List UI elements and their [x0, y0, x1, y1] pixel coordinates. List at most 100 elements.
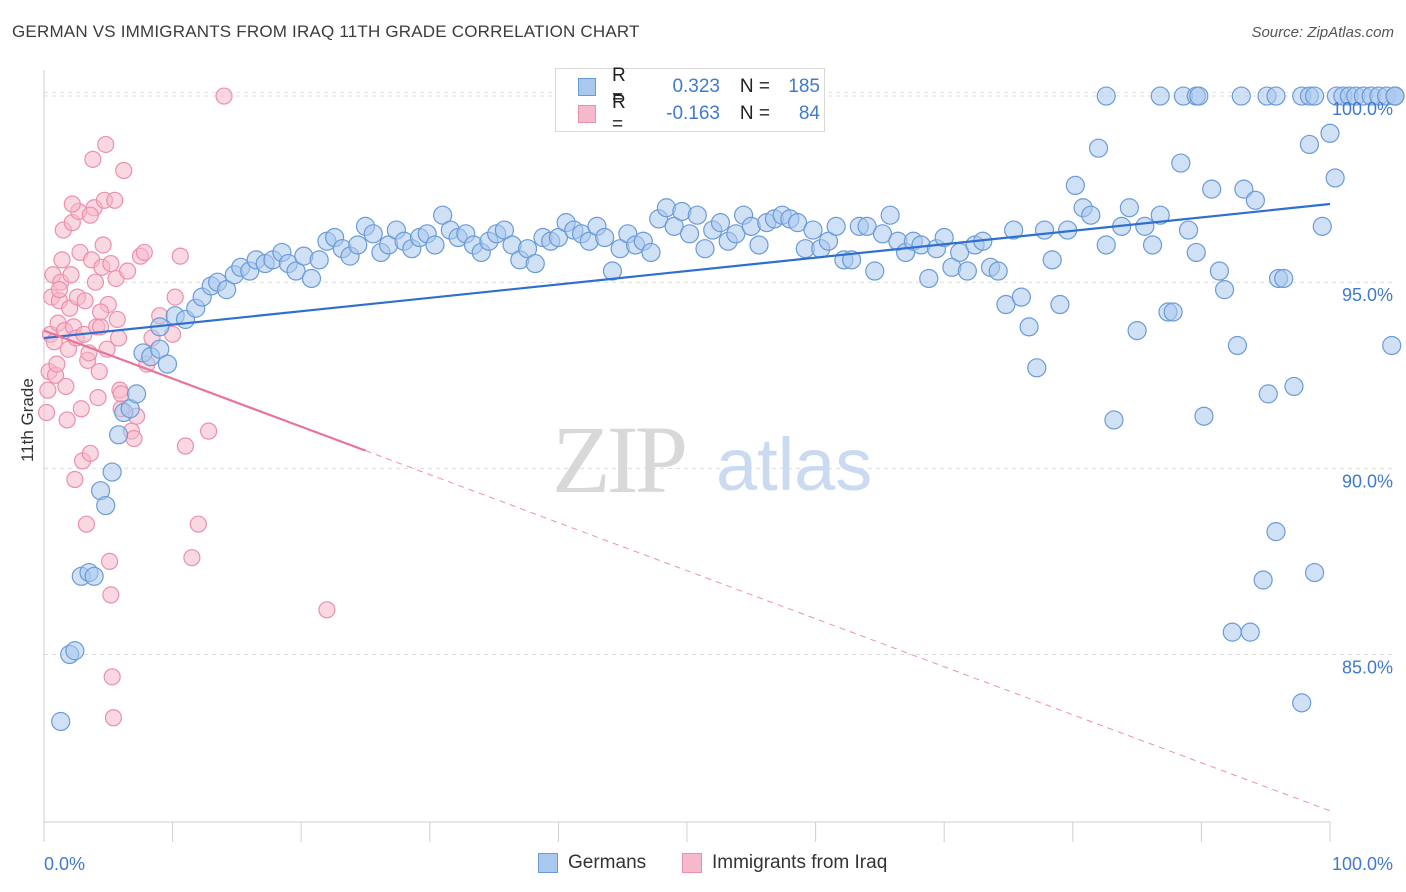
bottom-legend-label-germans: Germans	[568, 852, 647, 873]
germans-point	[1163, 302, 1183, 322]
iraq-point	[109, 329, 128, 347]
series-iraq-points	[37, 87, 336, 727]
germans-point	[157, 354, 178, 374]
germans-point	[1186, 242, 1206, 263]
germans-point	[1284, 376, 1304, 397]
iraq-point	[97, 135, 115, 154]
iraq-point	[90, 362, 108, 381]
iraq-point	[100, 552, 119, 571]
germans-point	[433, 205, 453, 225]
germans-point	[96, 495, 116, 516]
germans-point	[1096, 86, 1116, 106]
germans-point	[1004, 220, 1024, 240]
iraq-point	[66, 470, 84, 489]
germans-point	[803, 220, 823, 240]
iraq-point	[102, 586, 120, 604]
germans-point	[857, 216, 877, 236]
r-value-germans: 0.323	[672, 76, 720, 97]
germans-point	[1385, 86, 1405, 106]
germans-point	[102, 462, 122, 482]
iraq-point	[135, 243, 153, 262]
iraq-point	[125, 429, 143, 448]
grid-lines	[44, 91, 1395, 655]
axes	[43, 70, 1331, 842]
iraq-point	[183, 549, 201, 567]
germans-point	[1027, 358, 1047, 378]
iraq-trend-line	[43, 329, 366, 452]
germans-point	[641, 242, 661, 263]
germans-point	[1194, 406, 1214, 426]
n-label: N =	[739, 76, 770, 97]
iraq-point	[200, 422, 218, 440]
germans-point	[1104, 410, 1124, 430]
germans-point	[787, 213, 808, 233]
germans-point	[348, 235, 368, 255]
iraq-point	[108, 310, 126, 329]
n-value-germans: 185	[788, 76, 820, 97]
germans-point	[108, 425, 129, 445]
germans-point	[1245, 190, 1266, 210]
iraq-point	[94, 236, 112, 254]
r-value-iraq: -0.163	[666, 103, 720, 124]
legend-row-germans: R = 0.323 N = 185	[578, 65, 820, 108]
germans-point	[1266, 522, 1286, 542]
germans-point	[934, 227, 954, 248]
germans-point	[150, 339, 170, 359]
germans-point	[1142, 235, 1163, 255]
germans-point	[126, 384, 147, 404]
r-label: R =	[612, 92, 626, 135]
iraq-point	[48, 355, 66, 373]
germans-point	[1189, 86, 1209, 106]
germans-point	[996, 294, 1016, 315]
germans-point	[826, 216, 846, 236]
iraq-point	[57, 377, 75, 396]
germans-point	[749, 235, 769, 255]
iraq-point	[58, 411, 76, 429]
iraq-point	[176, 437, 195, 455]
watermark-atlas: atlas	[716, 423, 872, 506]
germans-point	[301, 268, 322, 289]
germans-point	[1258, 384, 1278, 404]
germans-point	[1312, 216, 1332, 236]
germans-point	[865, 261, 885, 281]
source-label: Source: ZipAtlas.com	[1251, 24, 1394, 41]
iraq-point	[171, 247, 189, 265]
bottom-legend-germans[interactable]: Germans	[538, 852, 646, 874]
germans-point	[1171, 153, 1191, 173]
germans-point	[1292, 693, 1312, 713]
bottom-legend-label-iraq: Immigrants from Iraq	[712, 852, 888, 873]
iraq-point	[50, 281, 69, 299]
x-tick-label-max: 100.0%	[1332, 854, 1393, 874]
germans-point	[695, 239, 715, 259]
iraq-point	[189, 515, 207, 533]
germans-point	[494, 220, 514, 240]
correlation-legend: R = 0.323 N = 185 R = -0.163 N = 84	[555, 65, 825, 135]
germans-point	[1214, 280, 1235, 300]
germans-point	[425, 235, 445, 255]
germans-point	[1096, 235, 1116, 255]
y-tick-label: 85.0%	[1342, 657, 1393, 677]
bottom-legend-swatch-pink	[682, 853, 702, 873]
iraq-point	[81, 206, 99, 224]
germans-point	[1304, 562, 1325, 583]
germans-point	[818, 231, 839, 251]
iraq-point	[39, 381, 57, 399]
y-tick-label: 90.0%	[1342, 471, 1393, 491]
iraq-point	[166, 288, 184, 306]
germans-point	[548, 227, 569, 248]
germans-point	[957, 261, 977, 281]
y-axis-label: 11th Grade	[18, 378, 37, 462]
iraq-point	[63, 195, 81, 213]
germans-point	[1150, 205, 1170, 225]
germans-point	[1178, 220, 1199, 240]
germans-point	[309, 250, 329, 270]
bottom-legend-iraq[interactable]: Immigrants from Iraq	[682, 852, 887, 874]
germans-point	[1266, 86, 1286, 106]
n-value-iraq: 84	[798, 103, 820, 124]
r-label: R =	[612, 65, 626, 108]
germans-point	[525, 253, 545, 274]
germans-point	[1050, 294, 1070, 315]
iraq-point	[81, 444, 99, 463]
iraq-point	[102, 254, 120, 273]
iraq-point	[76, 292, 94, 310]
